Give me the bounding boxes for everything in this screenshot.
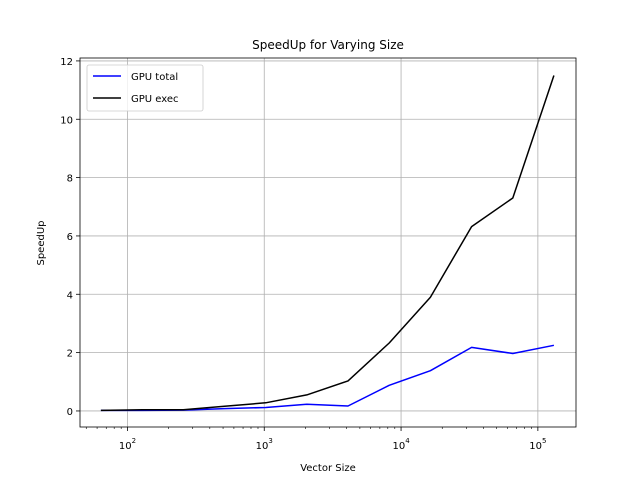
x-tick-label: 104 bbox=[392, 437, 410, 452]
y-axis-title: SpeedUp bbox=[36, 220, 47, 265]
series-line-gpu-total bbox=[100, 344, 555, 412]
legend: GPU total GPU exec bbox=[86, 64, 204, 112]
x-tick-label: 102 bbox=[119, 437, 136, 452]
y-tick-label: 12 bbox=[60, 57, 73, 68]
series-line-gpu-exec bbox=[100, 75, 555, 412]
axis-ticks: 102 103 104 105 0 2 4 6 8 10 12 bbox=[60, 57, 546, 452]
y-tick-label: 4 bbox=[67, 290, 73, 301]
x-axis-title: Vector Size bbox=[300, 463, 356, 474]
x-tick-label: 105 bbox=[529, 437, 546, 452]
chart-title: SpeedUp for Varying Size bbox=[252, 38, 404, 52]
legend-label-gpu-exec: GPU exec bbox=[131, 94, 179, 105]
series-lines bbox=[100, 75, 555, 412]
grid-lines bbox=[80, 58, 576, 427]
plot-frame bbox=[79, 57, 577, 428]
legend-label-gpu-total: GPU total bbox=[131, 72, 178, 83]
y-tick-label: 0 bbox=[67, 407, 73, 418]
x-tick-label: 103 bbox=[256, 437, 273, 452]
y-tick-label: 2 bbox=[67, 349, 73, 360]
y-tick-label: 10 bbox=[60, 115, 73, 126]
y-tick-label: 6 bbox=[67, 232, 73, 243]
y-tick-label: 8 bbox=[67, 174, 73, 185]
